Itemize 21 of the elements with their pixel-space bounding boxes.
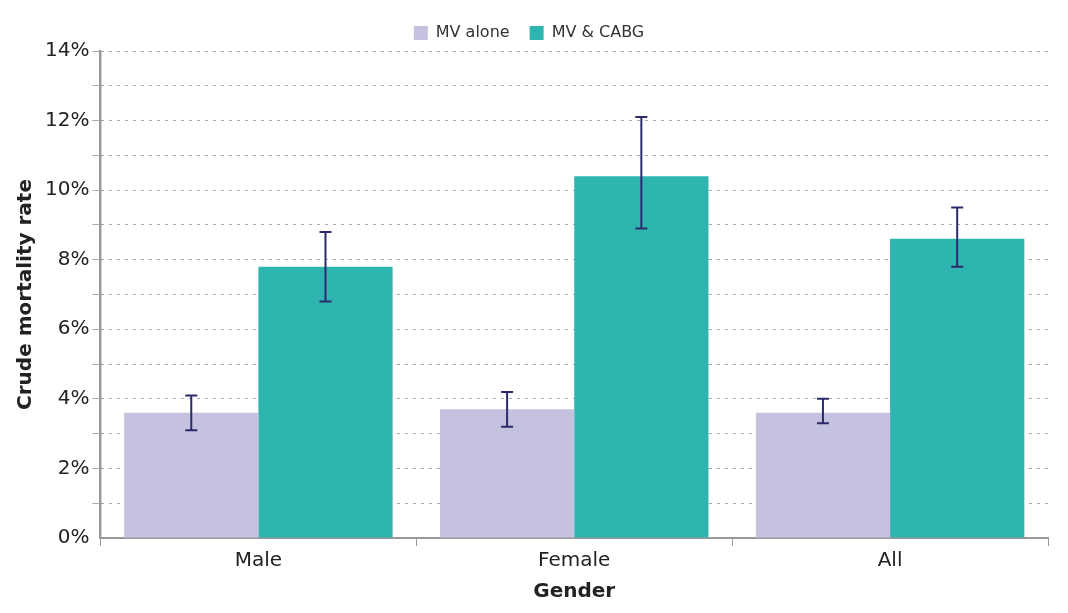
y-tick-label: 14% — [45, 37, 90, 62]
y-tick-label: 6% — [57, 315, 90, 340]
bar — [890, 238, 1025, 538]
y-tick-label: 10% — [45, 176, 90, 201]
bar — [258, 266, 393, 538]
bar — [755, 412, 891, 538]
y-tick-label: 4% — [57, 385, 90, 410]
legend-label: MV alone — [435, 22, 510, 42]
x-tick-label: Male — [234, 547, 283, 572]
y-axis-title: Crude mortality rate — [12, 179, 37, 410]
y-tick-label: 2% — [57, 454, 90, 479]
legend-label: MV & CABG — [551, 22, 645, 42]
x-tick-label: Female — [538, 547, 611, 572]
bar — [439, 409, 575, 538]
y-tick-label: 8% — [57, 245, 90, 270]
bar — [574, 176, 709, 538]
x-tick-label: All — [877, 547, 903, 572]
bar — [124, 412, 259, 538]
y-tick-label: 0% — [57, 524, 90, 549]
x-axis-title: Gender — [533, 578, 616, 603]
y-tick-label: 12% — [45, 106, 90, 131]
